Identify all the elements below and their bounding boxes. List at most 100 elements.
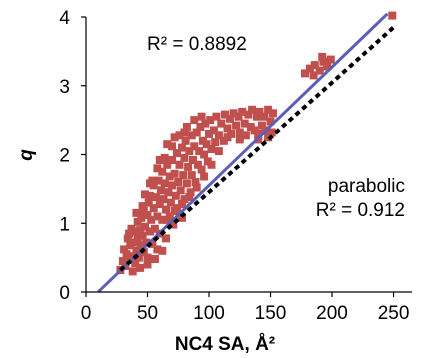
data-point (180, 153, 189, 162)
data-point (180, 128, 189, 137)
data-point (173, 149, 181, 158)
y-tick-label: 4 (59, 8, 70, 29)
data-point (221, 110, 229, 119)
data-point (136, 263, 145, 272)
data-point (168, 156, 177, 164)
data-point (142, 238, 151, 247)
data-point (152, 193, 161, 202)
data-point (120, 245, 129, 254)
data-point (163, 160, 172, 169)
data-point (134, 253, 143, 262)
data-point (202, 140, 211, 149)
data-point (125, 229, 134, 238)
data-point (190, 116, 199, 125)
data-point (315, 66, 324, 75)
data-point (301, 69, 309, 78)
data-point (159, 195, 168, 204)
data-point (128, 267, 137, 276)
data-point (141, 190, 149, 199)
ticks-layer: 0 50 100 150 200 250 0 1 2 3 4 (59, 8, 409, 324)
data-point (207, 160, 216, 169)
x-tick-label: 0 (81, 303, 92, 324)
data-point (153, 164, 162, 173)
y-tick-label: 0 (59, 283, 70, 304)
data-point (132, 246, 141, 255)
data-point (195, 147, 204, 156)
data-point (148, 176, 157, 185)
y-tick-label: 3 (59, 77, 70, 98)
data-point (154, 176, 163, 185)
data-point (138, 231, 147, 240)
data-point (266, 117, 275, 126)
data-point (209, 126, 218, 135)
data-point (150, 224, 159, 233)
data-point (162, 205, 170, 214)
data-point (240, 119, 249, 128)
data-point (184, 162, 193, 171)
data-point (178, 213, 186, 222)
data-point (225, 114, 234, 123)
data-point (153, 212, 162, 221)
data-point (223, 133, 232, 142)
data-point (146, 191, 154, 200)
data-point (305, 64, 314, 73)
data-point (326, 55, 335, 64)
parabolic-fit-r2-annotation: R² = 0.912 (316, 200, 405, 221)
linear-fit-line (97, 12, 389, 293)
data-point (122, 250, 131, 259)
data-point (205, 129, 213, 138)
data-point (137, 241, 146, 250)
data-point (176, 186, 185, 195)
data-point (170, 206, 179, 215)
data-point (212, 112, 221, 121)
data-point (144, 198, 153, 207)
data-point (118, 257, 127, 266)
data-point (229, 109, 238, 118)
data-point (166, 198, 175, 207)
data-point (191, 178, 200, 186)
data-point (182, 179, 191, 188)
data-point (141, 222, 149, 231)
data-point (244, 110, 253, 119)
data-point (253, 112, 261, 121)
data-point (147, 215, 156, 224)
data-point (255, 107, 264, 116)
data-point (206, 116, 215, 125)
data-point (197, 112, 206, 121)
data-point (158, 167, 167, 176)
y-tick-label: 1 (59, 214, 70, 235)
data-point (133, 234, 142, 243)
data-point (179, 171, 188, 180)
data-point (207, 145, 216, 153)
y-axis-title: q (16, 149, 37, 161)
data-point (318, 52, 327, 61)
data-point (132, 208, 141, 217)
data-point (128, 252, 137, 261)
data-point (143, 211, 152, 219)
data-point (186, 188, 195, 197)
data-point (201, 119, 210, 128)
data-point (139, 206, 148, 215)
data-point (241, 131, 250, 140)
data-point (267, 128, 276, 137)
data-point (133, 217, 142, 226)
data-point (131, 227, 140, 236)
data-point (181, 136, 190, 145)
data-point (155, 200, 164, 208)
data-point (164, 188, 173, 197)
data-point (223, 124, 232, 133)
data-point (131, 259, 140, 268)
data-point (197, 165, 206, 174)
data-point (171, 191, 180, 200)
data-point (187, 131, 196, 140)
data-point (150, 255, 159, 263)
data-point (310, 61, 319, 70)
data-point (323, 62, 332, 71)
x-axis-title: NC4 SA, Å² (175, 334, 275, 355)
data-point (211, 138, 220, 147)
data-point (143, 260, 152, 269)
x-tick-label: 100 (193, 303, 225, 324)
linear-fit-r2-annotation: R² = 0.8892 (147, 34, 247, 55)
data-point (155, 156, 164, 164)
